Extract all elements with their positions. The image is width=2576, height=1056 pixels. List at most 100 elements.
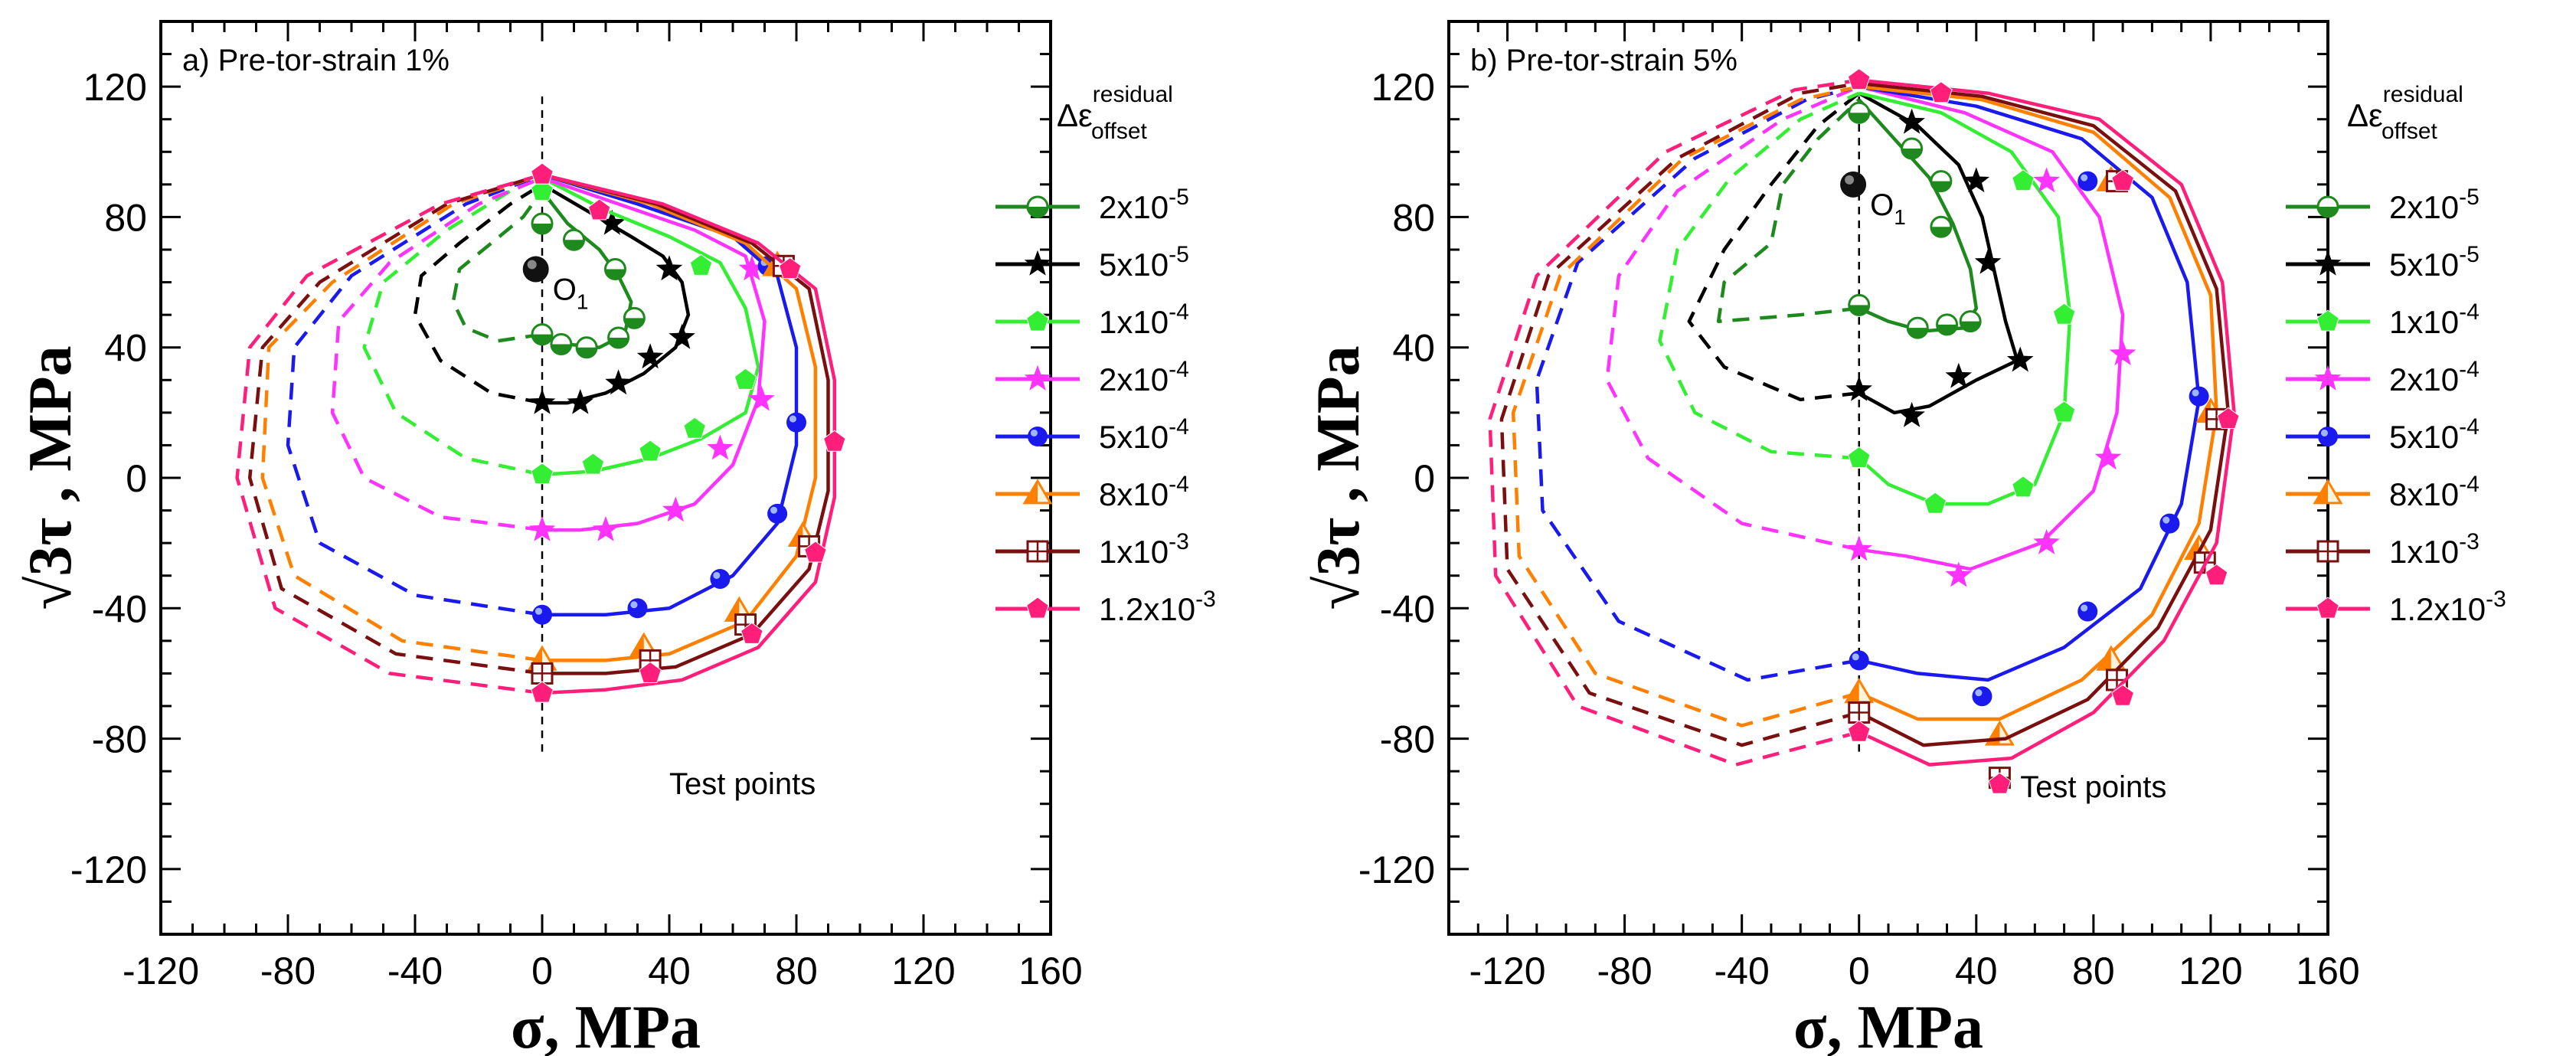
legend-title-sub: offset — [2381, 119, 2437, 144]
marker-star — [592, 515, 619, 541]
marker-star — [2109, 340, 2136, 365]
legend-label-exp: -5 — [1169, 185, 1189, 210]
series-8 — [235, 162, 846, 703]
legend-label-base: 1x10 — [1099, 304, 1169, 340]
legend-label: 1.2x10-3 — [1099, 587, 1216, 627]
series-5 — [1535, 84, 2209, 707]
x-tick-label: 80 — [775, 950, 818, 992]
legend-label: 2x10-5 — [2389, 185, 2480, 225]
marker-sphere — [532, 604, 552, 625]
marker-pentagon — [823, 430, 846, 452]
marker-circle-fill — [1849, 305, 1869, 315]
legend-title: Δεresidual offset — [2347, 82, 2463, 144]
legend-title-sub: offset — [1091, 119, 1147, 144]
series-3 — [1658, 91, 2076, 514]
marker-circle-fill — [1937, 324, 1957, 335]
legend-item: 5x10-5 — [995, 242, 1189, 283]
marker-star — [2314, 365, 2342, 391]
plot-frame — [159, 20, 1052, 936]
legend-title-sup: residual — [1093, 82, 1173, 107]
marker-sphere-shine — [770, 506, 778, 514]
marker-sphere-shine — [2192, 389, 2199, 397]
legend-label-base: 5x10 — [2389, 247, 2459, 283]
x-tick-label: -40 — [1715, 950, 1770, 992]
marker-circle-fill — [605, 269, 626, 280]
legend-label-base: 2x10 — [1099, 189, 1169, 225]
marker-pentagon — [2205, 564, 2228, 586]
legend-item: 1x10-3 — [2286, 529, 2480, 570]
panel-label: b) Pre-tor-strain 5% — [1470, 44, 1737, 77]
legend-item: 2x10-5 — [995, 185, 1189, 225]
legend-label-base: 1x10 — [1099, 534, 1169, 570]
marker-pentagon — [2111, 169, 2134, 191]
legend-title-main: Δε — [2347, 97, 2383, 133]
origin-point — [1840, 171, 1867, 198]
y-tick-label: 80 — [1392, 196, 1435, 239]
marker-pentagon — [804, 541, 827, 563]
series-solid-line — [541, 176, 760, 476]
origin-highlight — [1845, 175, 1855, 185]
marker-pentagon — [531, 681, 554, 703]
marker-star — [636, 343, 664, 369]
marker-sphere-shine — [630, 601, 638, 609]
marker-sphere — [2077, 601, 2098, 622]
marker-pentagon — [531, 178, 554, 201]
series-dashed-line — [1687, 91, 1861, 402]
legend-item: 5x10-5 — [2286, 242, 2480, 283]
marker-pentagon — [2012, 476, 2035, 498]
marker-star — [1898, 108, 1925, 134]
legend-label-exp: -3 — [1195, 587, 1216, 612]
marker-circle-fill — [551, 344, 571, 355]
legend-label: 2x10-4 — [2389, 357, 2480, 397]
marker-triangle-fill — [1025, 481, 1038, 503]
legend-item: 2x10-4 — [2286, 357, 2480, 397]
series-1 — [451, 190, 646, 359]
marker-circle-fill — [2318, 207, 2338, 217]
series-dashed-line — [362, 176, 543, 476]
series-dashed-line — [1499, 81, 1860, 747]
origin-point-group: O1 — [1840, 171, 1906, 229]
x-tick-label: 120 — [891, 950, 955, 992]
legend-label-base: 1x10 — [2389, 304, 2459, 340]
marker-pentagon — [2052, 302, 2076, 325]
legend-label: 5x10-4 — [1099, 414, 1189, 455]
legend-item: 5x10-4 — [2286, 414, 2480, 455]
x-tick-label: 0 — [531, 950, 553, 992]
y-tick-label: -40 — [1380, 587, 1435, 630]
x-tick-label: -40 — [387, 950, 443, 992]
legend-title-main: Δε — [1057, 97, 1093, 133]
x-axis-label: σ, MPa — [511, 994, 701, 1056]
legend-label-exp: -4 — [2459, 472, 2480, 497]
marker-pentagon — [1847, 720, 1871, 742]
legend-label-base: 1.2x10 — [2389, 591, 2486, 627]
marker-star — [669, 323, 695, 349]
origin-point — [522, 256, 549, 283]
x-tick-label: 160 — [1018, 950, 1082, 992]
series-dashed-line — [247, 172, 543, 675]
x-tick-label: -120 — [123, 950, 199, 992]
marker-sphere-shine — [1852, 653, 1859, 661]
series-2 — [1687, 91, 2034, 427]
series-solid-line — [1858, 78, 2236, 767]
legend-label-exp: -3 — [1169, 529, 1189, 554]
series-dashed-line — [413, 182, 544, 405]
series-dashed-line — [451, 190, 544, 343]
series-solid-line — [1858, 91, 2072, 506]
marker-star — [567, 388, 594, 414]
panel-label: a) Pre-tor-strain 1% — [182, 44, 449, 77]
origin-letter: O — [1870, 188, 1894, 222]
marker-pentagon — [734, 368, 757, 390]
x-axis-label: σ, MPa — [1793, 994, 1983, 1056]
marker-sphere — [627, 598, 648, 619]
marker-pentagon — [1026, 309, 1049, 332]
legend-item: 1.2x10-3 — [2286, 587, 2506, 627]
legend-label: 1.2x10-3 — [2389, 587, 2506, 627]
marker-star — [2006, 346, 2034, 372]
x-tick-label: 40 — [648, 950, 691, 992]
legend-label-exp: -5 — [2459, 185, 2480, 210]
x-tick-label: 0 — [1849, 950, 1870, 992]
legend-label-base: 5x10 — [1099, 419, 1169, 455]
legend-item: 1x10-4 — [2286, 299, 2480, 340]
y-tick-label: 40 — [1392, 327, 1435, 370]
